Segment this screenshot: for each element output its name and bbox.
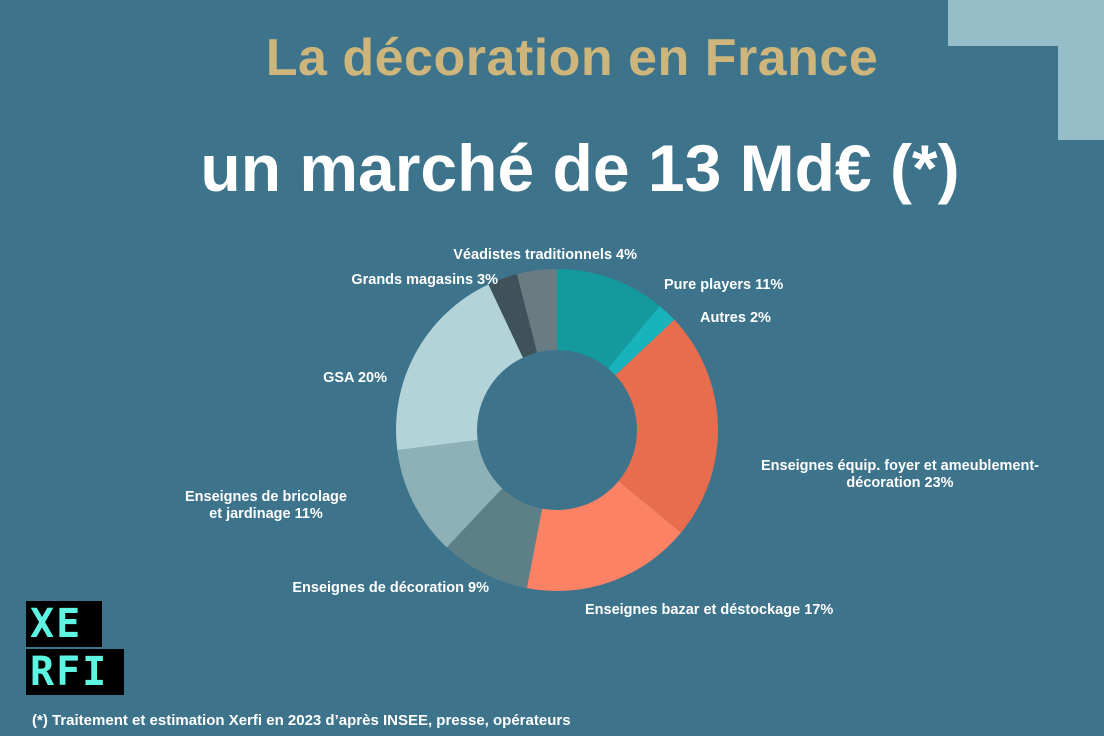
donut-slice bbox=[615, 319, 719, 533]
slice-label: Pure players 11% bbox=[664, 277, 783, 293]
slice-label: Enseignes bazar et déstockage 17% bbox=[585, 602, 833, 618]
footnote: (*) Traitement et estimation Xerfi en 20… bbox=[32, 712, 571, 729]
donut-slice bbox=[516, 269, 557, 353]
donut-slice bbox=[446, 488, 543, 589]
donut-slice bbox=[557, 269, 660, 369]
slice-label: Enseignes de bricolage et jardinage 11% bbox=[185, 489, 347, 522]
page-title: La décoration en France bbox=[265, 29, 879, 87]
slice-label: Enseignes de décoration 9% bbox=[292, 580, 489, 596]
donut-slice bbox=[526, 480, 682, 591]
donut-slice bbox=[488, 274, 538, 358]
donut-slice bbox=[607, 305, 675, 376]
slice-label: GSA 20% bbox=[323, 370, 387, 386]
logo-line-1: XE bbox=[26, 601, 102, 647]
slice-label: Enseignes équip. foyer et ameublement-dé… bbox=[761, 458, 1039, 491]
donut-slice bbox=[396, 284, 523, 451]
page-subtitle: un marché de 13 Md€ (*) bbox=[200, 131, 960, 205]
corner-accent-bar bbox=[1058, 0, 1104, 140]
donut-slice bbox=[397, 440, 503, 548]
slice-label: Grands magasins 3% bbox=[351, 272, 498, 288]
slice-label: Véadistes traditionnels 4% bbox=[453, 247, 637, 263]
logo-line-2: RFI bbox=[26, 649, 124, 695]
xerfi-logo: XE RFI bbox=[26, 601, 124, 699]
slice-label: Autres 2% bbox=[700, 310, 771, 326]
